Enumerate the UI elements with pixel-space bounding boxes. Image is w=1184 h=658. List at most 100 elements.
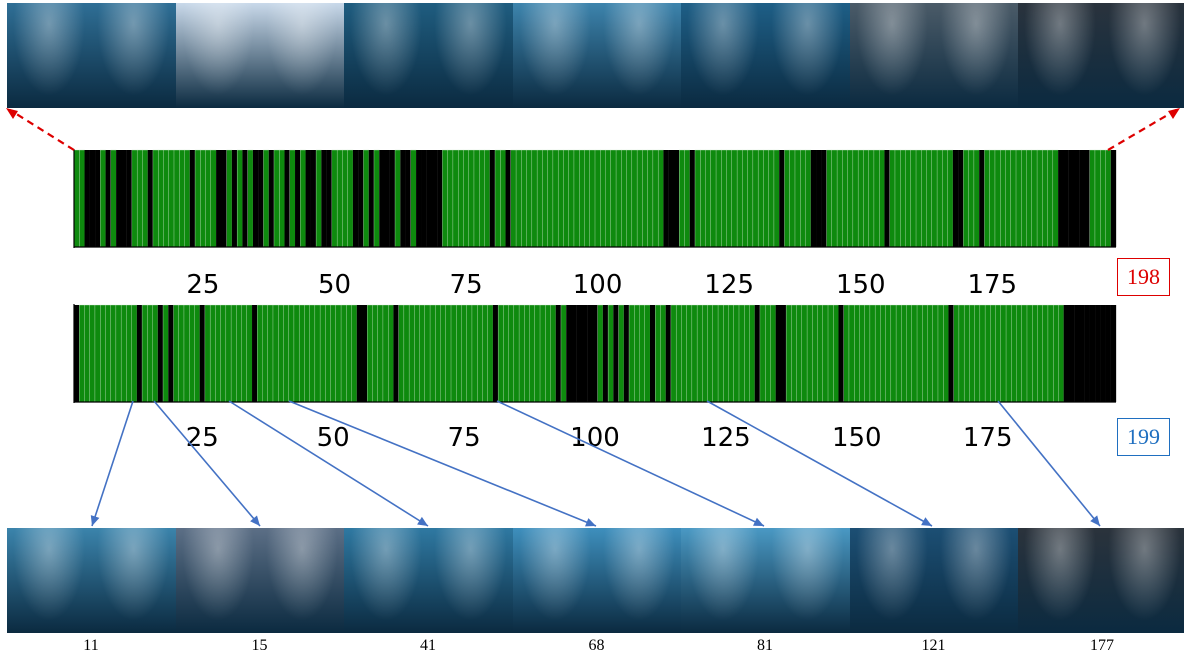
timeline-198-bar <box>457 149 464 248</box>
x-tick-label: 25 <box>186 270 219 300</box>
timeline-199-bar <box>267 304 274 403</box>
timeline-198-bar <box>757 149 764 248</box>
timeline-198-bar <box>816 150 822 247</box>
timeline-198-bar <box>568 149 575 248</box>
timeline-199-bar <box>189 304 195 403</box>
timeline-199-bar <box>529 304 536 403</box>
timeline-199-bar <box>602 305 609 402</box>
top-frame-2-1 <box>175 3 260 108</box>
timeline-198-bar <box>531 149 538 248</box>
timeline-198-bar <box>79 149 85 248</box>
timeline-199-bar <box>419 304 426 403</box>
timeline-198-bar <box>1073 150 1080 247</box>
timeline-198-bar <box>1110 150 1117 247</box>
timeline-199-bar <box>1011 304 1017 403</box>
timeline-199-bar <box>838 305 844 402</box>
timeline-199-bar <box>644 304 651 403</box>
bottom-frame-6-1 <box>849 528 934 633</box>
timeline-199-bar <box>1105 305 1111 402</box>
timeline-199-bar <box>979 304 986 403</box>
timeline-198-bar <box>1015 149 1022 248</box>
frame-pointer-arrow <box>496 400 765 527</box>
timeline-198-bar <box>242 150 248 247</box>
bottom-frame-5-1 <box>681 528 766 633</box>
timeline-199-bar <box>126 304 132 403</box>
timeline-199-bar <box>660 304 667 403</box>
timeline-198-bar <box>1089 149 1096 248</box>
frame-pointer-arrow <box>91 400 134 527</box>
timeline-198-bar <box>989 149 996 248</box>
x-tick-label: 75 <box>450 270 483 300</box>
timeline-199-bar <box>152 304 159 403</box>
timeline-199-bar <box>1052 304 1059 403</box>
timeline-199-bar <box>953 304 960 403</box>
timeline-199-bar <box>278 304 284 403</box>
timeline-199-bar <box>147 304 153 403</box>
timeline-199-bar <box>833 304 839 403</box>
timeline-199-bar <box>691 304 698 403</box>
timeline-199-bar <box>319 304 326 403</box>
timeline-199-bar <box>581 305 588 402</box>
frame-index-label: 177 <box>1090 637 1114 654</box>
zoom-line-right <box>1107 109 1177 151</box>
timeline-198-bar <box>221 150 227 247</box>
timeline-198-bar <box>657 149 664 248</box>
timeline-199-bar <box>618 304 625 403</box>
timeline-199-bar <box>613 305 619 402</box>
timeline-199-bar <box>246 304 253 403</box>
timeline-198-bar <box>1005 149 1012 248</box>
timeline-199-bar <box>393 305 399 402</box>
x-tick-label: 125 <box>701 423 751 453</box>
timeline-199-bar <box>545 304 551 403</box>
timeline-198-bar <box>594 149 601 248</box>
timeline-199-bar <box>398 304 405 403</box>
timeline-198-bar <box>110 149 117 248</box>
timeline-199-bar <box>634 304 640 403</box>
timeline-198-bar <box>1079 150 1085 247</box>
top-frame-7-1 <box>1018 3 1103 108</box>
timeline-198-bar <box>1068 150 1075 247</box>
timeline-198-bar <box>179 149 185 248</box>
timeline-198-bar <box>921 149 927 248</box>
timeline-198-bar <box>142 149 148 248</box>
frame-index-label: 81 <box>757 637 773 654</box>
timeline-198-bar <box>521 149 527 248</box>
timeline-199-bar <box>1084 305 1090 402</box>
frame-index-label: 121 <box>921 637 946 654</box>
timeline-198-bar <box>73 149 80 248</box>
timeline-198-bar <box>379 150 385 247</box>
timeline-198-bar <box>1084 150 1090 247</box>
timeline-198-bar <box>326 150 333 247</box>
timeline-198-bar <box>642 149 648 248</box>
frame-pointer-arrow <box>153 400 261 527</box>
timeline-199-bar <box>1089 305 1096 402</box>
bottom-frame-7-2 <box>1102 528 1184 633</box>
timeline-198-bar <box>652 149 659 248</box>
timeline-198-bar <box>147 150 154 247</box>
timeline-198-bar <box>794 149 801 248</box>
timeline-199-bar <box>456 304 462 403</box>
timeline-199-bar <box>765 304 771 403</box>
timeline-198-bar <box>721 149 727 248</box>
timeline-198-bar <box>900 149 906 248</box>
timeline-199-bar <box>780 305 787 402</box>
timeline-198-bar <box>836 149 843 248</box>
timeline-199-bar <box>707 304 714 403</box>
timeline-199-bar <box>555 305 562 402</box>
timeline-199-bar <box>445 304 452 403</box>
timeline-198-bar <box>868 149 875 248</box>
timeline-199-bar <box>869 304 876 403</box>
timeline-198-bar <box>352 150 359 247</box>
timeline-198-bar <box>515 149 522 248</box>
timeline-198-bar <box>1058 150 1064 247</box>
timeline-198-bar <box>315 149 322 248</box>
timeline-199-bar <box>696 304 703 403</box>
frame-pointer-arrowhead <box>90 515 100 526</box>
timeline-198-bar <box>231 150 238 247</box>
timeline-199-bar <box>74 305 80 402</box>
timeline-199-bar <box>513 304 520 403</box>
timeline-199-bar <box>408 304 415 403</box>
timeline-199-bar <box>194 304 200 403</box>
top-frame-2-2 <box>259 3 344 108</box>
timeline-198-bar <box>779 150 785 247</box>
